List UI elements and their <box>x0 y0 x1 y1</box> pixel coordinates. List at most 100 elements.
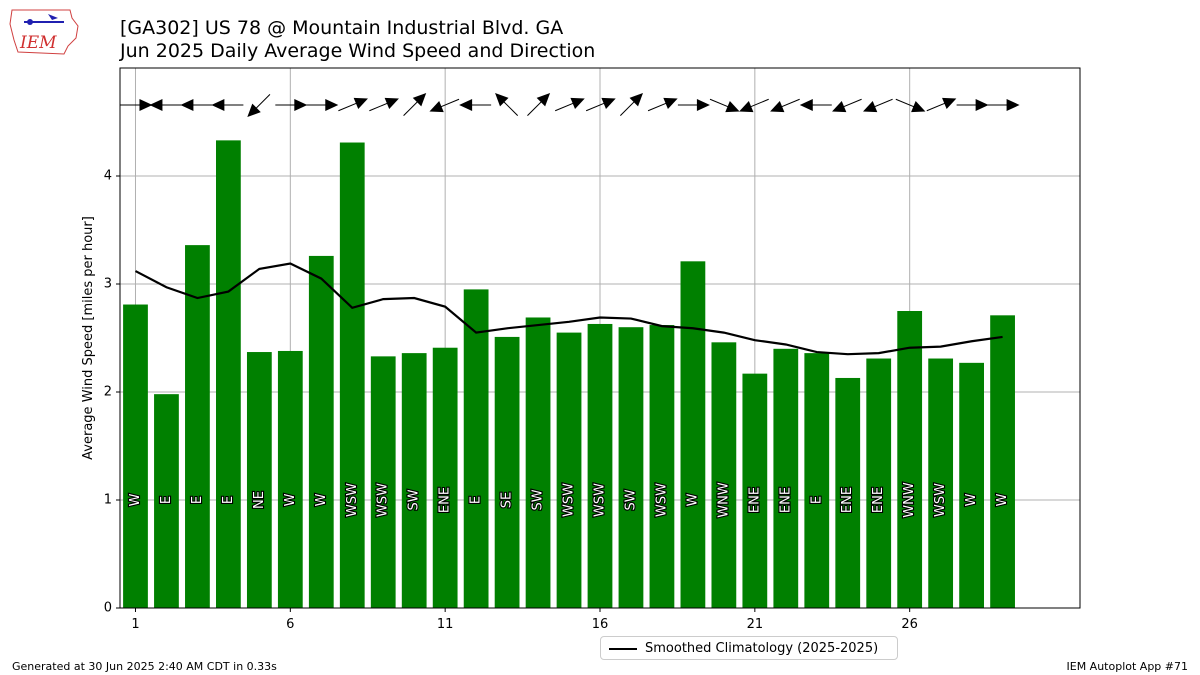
logo-text: IEM <box>19 33 57 53</box>
wind-arrow-day-10 <box>403 92 427 116</box>
wind-arrow-day-17 <box>620 92 643 116</box>
y-tick-label: 4 <box>104 169 112 184</box>
bar-day-26 <box>897 311 923 608</box>
direction-label: W <box>128 493 143 506</box>
wind-arrow-day-8 <box>338 97 368 112</box>
bar-day-3 <box>185 245 210 608</box>
direction-label: W <box>995 493 1010 506</box>
x-tick-label: 26 <box>901 617 918 632</box>
bar-day-21 <box>742 373 768 608</box>
wind-arrow-day-15 <box>554 97 585 112</box>
wind-arrow-day-16 <box>585 97 616 112</box>
wind-arrow-day-28 <box>956 99 989 111</box>
bar-day-4 <box>216 140 241 609</box>
wind-arrow-day-18 <box>647 97 678 112</box>
wind-arrow-day-22 <box>770 98 800 113</box>
bar-day-1 <box>123 304 148 608</box>
wind-arrow-day-21 <box>739 98 769 113</box>
direction-label: W <box>314 493 329 506</box>
direction-label: WSW <box>345 483 360 517</box>
bar-day-14 <box>525 317 551 608</box>
direction-label: WSW <box>593 483 608 517</box>
wind-arrow-day-25 <box>863 98 893 113</box>
direction-label: E <box>190 496 205 504</box>
chart-subtitle: Jun 2025 Daily Average Wind Speed and Di… <box>120 40 596 62</box>
wind-arrow-day-27 <box>926 97 957 112</box>
wind-arrow-day-20 <box>709 98 740 113</box>
wind-arrow-day-5 <box>247 94 271 118</box>
direction-label: W <box>964 493 979 506</box>
direction-label: WSW <box>376 483 391 517</box>
direction-labels: W E E E NE W W WSW WSW SW ENE E SE SW WSW WSW SW WSW W WNW E… <box>127 481 1011 519</box>
direction-label: NE <box>252 491 267 509</box>
bars <box>123 140 1015 609</box>
bar-day-19 <box>680 261 706 608</box>
wind-arrow-day-6 <box>275 99 308 111</box>
direction-label: ENE <box>871 487 886 513</box>
wind-arrow-day-12 <box>459 99 492 111</box>
bar-day-11 <box>432 347 458 608</box>
bar-day-9 <box>370 356 396 608</box>
wind-arrow-day-3 <box>180 99 213 111</box>
y-tick-label: 3 <box>104 277 112 292</box>
bar-day-24 <box>835 377 861 608</box>
y-tick-label: 1 <box>104 493 112 508</box>
x-ticks: 1 6 11 16 21 26 <box>131 608 918 632</box>
direction-label: E <box>221 496 236 504</box>
direction-label: WNW <box>902 482 917 518</box>
wind-arrow-day-11 <box>429 98 460 113</box>
bar-day-12 <box>463 289 489 608</box>
bar-day-6 <box>277 350 303 608</box>
x-tick-label: 1 <box>131 617 139 632</box>
bar-day-22 <box>773 348 799 608</box>
bar-day-23 <box>804 353 830 608</box>
direction-label: W <box>283 493 298 506</box>
wind-arrow-day-14 <box>527 92 551 116</box>
climatology-line <box>134 262 1003 356</box>
x-tick-label: 11 <box>437 617 454 632</box>
legend: Smoothed Climatology (2025-2025) <box>600 636 898 660</box>
legend-line-swatch <box>609 648 637 650</box>
direction-label: WSW <box>562 483 577 517</box>
y-tick-label: 2 <box>104 385 112 400</box>
wind-arrow-day-24 <box>832 98 862 113</box>
wind-arrow-day-1 <box>120 99 153 111</box>
wind-arrows <box>120 92 1020 118</box>
bar-day-2 <box>154 394 179 608</box>
direction-label: ENE <box>778 487 793 513</box>
bar-day-8 <box>339 142 365 608</box>
direction-label: WNW <box>716 482 731 518</box>
bar-day-29 <box>990 315 1015 608</box>
direction-label: SW <box>531 489 546 510</box>
bar-day-16 <box>587 323 613 608</box>
bar-day-13 <box>494 336 520 608</box>
direction-label: SE <box>500 492 515 508</box>
bar-day-27 <box>928 358 954 608</box>
footer-generated: Generated at 30 Jun 2025 2:40 AM CDT in … <box>12 660 277 673</box>
wind-arrow-day-29 <box>987 99 1020 111</box>
wind-arrow-day-9 <box>369 97 399 112</box>
direction-label: E <box>159 496 174 504</box>
x-tick-label: 16 <box>592 617 609 632</box>
direction-label: W <box>685 493 700 506</box>
footer-app: IEM Autoplot App #71 <box>1066 660 1189 673</box>
legend-label: Smoothed Climatology (2025-2025) <box>645 641 879 656</box>
climatology-series <box>134 262 1003 356</box>
bar-day-25 <box>866 358 892 608</box>
iem-logo: IEM <box>9 9 79 55</box>
direction-label: SW <box>407 489 422 510</box>
chart-title: [GA302] US 78 @ Mountain Industrial Blvd… <box>120 17 564 39</box>
bar-day-28 <box>959 362 984 608</box>
direction-label: E <box>809 496 824 504</box>
bar-day-18 <box>649 325 675 608</box>
y-tick-label: 0 <box>104 601 112 616</box>
wind-arrow-day-4 <box>211 99 244 111</box>
direction-label: ENE <box>840 487 855 513</box>
bar-day-7 <box>308 255 334 609</box>
bar-day-10 <box>401 353 427 608</box>
bar-day-15 <box>556 332 582 608</box>
y-axis-label: Average Wind Speed [miles per hour] <box>81 216 96 460</box>
wind-arrow-day-7 <box>306 99 339 111</box>
direction-label: SW <box>623 489 638 510</box>
